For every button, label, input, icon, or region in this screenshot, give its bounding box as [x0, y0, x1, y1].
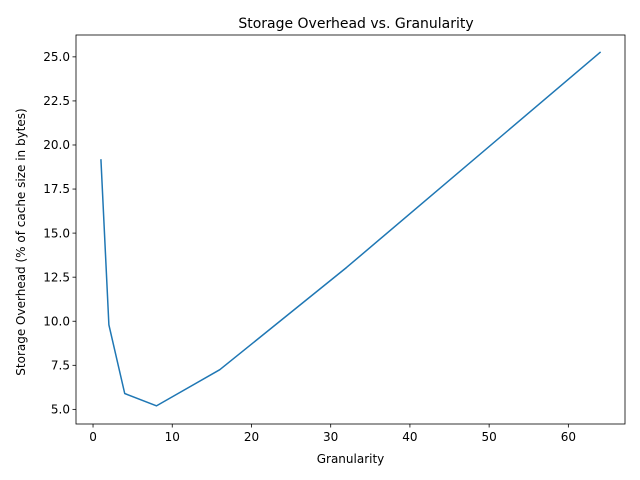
series-line-0	[100, 51, 602, 407]
y-tick-label: 12.5	[43, 270, 70, 284]
x-tick-label: 0	[89, 430, 97, 444]
plot-area	[75, 34, 626, 425]
y-tick-label: 10.0	[43, 314, 70, 328]
y-tick-label: 22.5	[43, 94, 70, 108]
y-tick-label: 5.0	[51, 403, 70, 417]
x-tick-label: 60	[561, 430, 576, 444]
x-tick-label: 50	[481, 430, 496, 444]
x-axis-label: Granularity	[317, 452, 385, 466]
y-tick-label: 7.5	[51, 359, 70, 373]
x-axis: 0 10 20 30 40 50 60	[89, 424, 576, 444]
y-axis: 5.0 7.5 10.0 12.5 15.0 17.5 20.0 22.5 25.0	[43, 50, 76, 417]
x-tick-label: 30	[323, 430, 338, 444]
chart-title: Storage Overhead vs. Granularity	[238, 16, 473, 32]
series-layer	[100, 51, 602, 407]
y-axis-label: Storage Overhead (% of cache size in byt…	[14, 108, 28, 375]
x-tick-label: 10	[165, 430, 180, 444]
y-tick-label: 20.0	[43, 138, 70, 152]
y-tick-label: 15.0	[43, 226, 70, 240]
y-tick-label: 17.5	[43, 182, 70, 196]
x-tick-label: 20	[244, 430, 259, 444]
x-tick-label: 40	[402, 430, 417, 444]
y-tick-label: 25.0	[43, 50, 70, 64]
axes-frame	[75, 34, 626, 425]
